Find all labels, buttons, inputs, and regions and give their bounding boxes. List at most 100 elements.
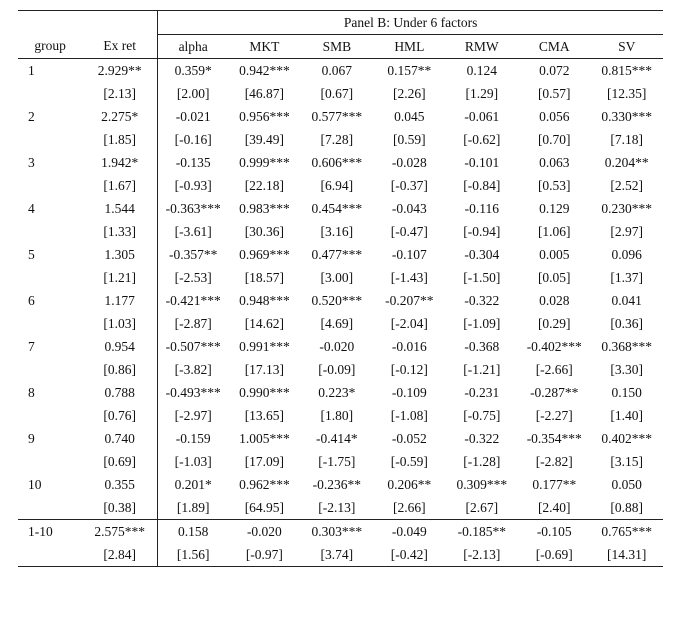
group-label: 2 [28, 108, 35, 124]
header-row: group Ex ret alpha MKT SMB HML RMW CMA S… [18, 34, 663, 59]
table-row: 10 0.355 0.201* 0.962*** -0.236** 0.206** 0.30… [18, 473, 663, 496]
group-label: 4 [28, 200, 35, 216]
coef-cell: 0.158 [157, 519, 229, 543]
tstat-cell: [-1.08] [390, 407, 428, 423]
tstat-cell: [2.26] [393, 85, 426, 101]
group-label: 6 [28, 292, 35, 308]
tstat-cell: [0.59] [393, 131, 426, 147]
group-label-empty [18, 266, 82, 289]
group-label-empty [18, 496, 82, 520]
column-header: CMA [518, 34, 591, 59]
tstat-cell: [-2.27] [535, 407, 573, 423]
tstat-cell: [-0.97] [228, 543, 301, 567]
coef-cell: -0.061 [464, 108, 500, 124]
tstat-cell: [-0.84] [463, 177, 501, 193]
tstat-cell: [3.16] [320, 223, 354, 239]
coef-cell: 0.072 [539, 62, 570, 78]
table-row: 4 1.544 -0.363*** 0.983*** 0.454*** -0.043 -0.… [18, 197, 663, 220]
coef-cell: 0.223* [318, 384, 356, 400]
coef-cell: 0.201* [174, 476, 212, 492]
column-header: alpha [157, 34, 229, 59]
tstat-cell: [1.80] [320, 407, 354, 423]
tstat-cell: [0.36] [610, 315, 644, 331]
coef-cell: -0.363*** [165, 200, 221, 216]
tstat-cell: [-2.53] [174, 269, 212, 285]
table-row: 1 2.929** 0.359* 0.942*** 0.067 0.157** 0.124 0… [18, 58, 663, 82]
group-label: 7 [28, 338, 35, 354]
regression-table: Panel B: Under 6 factors group Ex ret al… [18, 10, 663, 567]
tstat-cell: [-2.13] [318, 499, 356, 515]
coef-cell: 0.815*** [601, 62, 653, 78]
tstat-cell: [1.21] [82, 266, 159, 289]
tstat-cell: [-0.42] [373, 543, 446, 567]
table-row: 2 2.275* -0.021 0.956*** 0.577*** 0.045 -0.061… [18, 105, 663, 128]
coef-cell: -0.049 [373, 519, 446, 543]
tstat-cell: [1.89] [176, 499, 210, 515]
coef-cell: 0.096 [611, 246, 642, 262]
tstat-cell: [64.95] [244, 499, 285, 515]
tstat-cell: [14.31] [590, 543, 663, 567]
tstat-cell: [7.18] [610, 131, 644, 147]
table-row: 8 0.788 -0.493*** 0.990*** 0.223* -0.109 -0.23… [18, 381, 663, 404]
group-label-empty [18, 128, 82, 151]
tstat-cell: [0.86] [82, 358, 159, 381]
coef-cell: -0.116 [464, 200, 499, 216]
tstat-cell: [-0.59] [390, 453, 428, 469]
column-header: group [18, 34, 83, 59]
group-label-empty [18, 450, 82, 473]
tstat-cell: [-3.61] [174, 223, 212, 239]
coef-cell: -0.021 [175, 108, 211, 124]
coef-cell: -0.507*** [165, 338, 221, 354]
coef-cell: -0.354*** [526, 430, 582, 446]
tstat-cell: [30.36] [244, 223, 285, 239]
tstat-cell: [-2.82] [535, 453, 573, 469]
tstat-cell: [1.56] [157, 543, 229, 567]
tstat-cell: [3.00] [320, 269, 354, 285]
table-row: [0.69] [-1.03] [17.09] [-1.75] [-0.59] [-1.28… [18, 450, 663, 473]
tstat-cell: [2.84] [82, 543, 159, 567]
group-label-empty [18, 404, 82, 427]
coef-cell: 0.991*** [239, 338, 290, 354]
coef-cell: -0.414* [316, 430, 358, 446]
tstat-cell: [1.03] [82, 312, 159, 335]
table-row: 1-10 2.575*** 0.158 -0.020 0.303*** -0.049 -0.… [18, 519, 663, 543]
tstat-cell: [-1.28] [463, 453, 501, 469]
coef-cell: -0.322 [464, 292, 500, 308]
coef-cell: 0.206** [387, 476, 432, 492]
coef-cell: -0.109 [391, 384, 427, 400]
tstat-cell: [-2.04] [390, 315, 428, 331]
coef-cell: 0.129 [539, 200, 570, 216]
coef-cell: -0.322 [464, 430, 500, 446]
tstat-cell: [13.65] [244, 407, 285, 423]
coef-cell: 0.309*** [456, 476, 508, 492]
tstat-cell: [-2.97] [174, 407, 212, 423]
table-row: 9 0.740 -0.159 1.005*** -0.414* -0.052 -0.322 -… [18, 427, 663, 450]
coef-cell: 0.740 [82, 427, 159, 450]
coef-cell: 0.788 [82, 381, 159, 404]
coef-cell: 1.177 [82, 289, 159, 312]
table-row: [0.86] [-3.82] [17.13] [-0.09] [-0.12] [-1.21… [18, 358, 663, 381]
tstat-cell: [-1.75] [318, 453, 356, 469]
coef-cell: 0.355 [82, 473, 159, 496]
table-row: [0.38] [1.89] [64.95] [-2.13] [2.66] [2.67] [2… [18, 496, 663, 520]
tstat-cell: [3.15] [610, 453, 644, 469]
coef-cell: -0.052 [391, 430, 427, 446]
coef-cell: -0.185** [445, 519, 519, 543]
coef-cell: 0.454*** [311, 200, 363, 216]
tstat-cell: [1.85] [82, 128, 159, 151]
tstat-cell: [39.49] [244, 131, 285, 147]
coef-cell: 0.041 [611, 292, 642, 308]
coef-cell: -0.236** [312, 476, 362, 492]
tstat-cell: [17.09] [244, 453, 285, 469]
tstat-cell: [17.13] [244, 361, 285, 377]
tstat-cell: [-1.21] [463, 361, 501, 377]
tstat-cell: [0.67] [320, 85, 354, 101]
group-label-empty [18, 82, 82, 105]
tstat-cell: [0.69] [82, 450, 159, 473]
tstat-cell: [-0.09] [318, 361, 356, 377]
tstat-cell: [14.62] [244, 315, 285, 331]
coef-cell: -0.402*** [526, 338, 582, 354]
coef-cell: -0.287** [530, 384, 579, 400]
tstat-cell: [-0.47] [390, 223, 428, 239]
coef-cell: 0.063 [539, 154, 570, 170]
